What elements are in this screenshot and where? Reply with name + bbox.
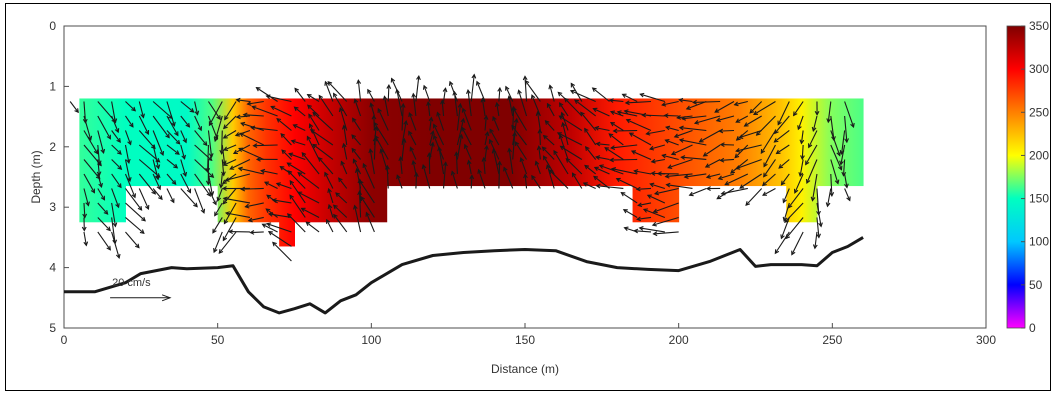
y-axis-label: Depth (m)	[29, 150, 43, 203]
x-tick-label: 250	[822, 333, 842, 347]
scale-arrow-label: 20 cm/s	[112, 277, 151, 289]
colorbar-tick-label: 300	[1029, 62, 1049, 76]
x-tick-label: 100	[361, 333, 381, 347]
x-tick-label: 150	[515, 333, 535, 347]
colorbar	[1007, 26, 1025, 328]
colorbar-tick-label: 150	[1029, 192, 1049, 206]
y-tick-label: 0	[49, 19, 56, 33]
y-tick-label: 3	[49, 200, 56, 214]
figure-frame: 20 cm/s 0 50 100 150 200 250 300 0 1 2 3 4 5 Distan…	[5, 3, 1051, 391]
heatmap-ensemble-block	[279, 98, 295, 246]
adcp-transect-chart: 20 cm/s 0 50 100 150 200 250 300 0 1 2 3 4 5 Distan…	[6, 4, 1050, 390]
y-tick-label: 4	[49, 261, 56, 275]
y-tick-label: 1	[49, 79, 56, 93]
heatmap-ensemble-block	[817, 98, 864, 186]
colorbar-tick-label: 250	[1029, 105, 1049, 119]
x-tick-label: 50	[211, 333, 225, 347]
colorbar-tick-label: 50	[1029, 278, 1043, 292]
x-axis-label: Distance (m)	[491, 362, 559, 376]
y-tick-label: 5	[49, 321, 56, 335]
x-tick-label: 0	[61, 333, 68, 347]
x-tick-label: 300	[976, 333, 996, 347]
y-tick-label: 2	[49, 140, 56, 154]
colorbar-tick-label: 200	[1029, 148, 1049, 162]
colorbar-tick-label: 0	[1029, 321, 1036, 335]
x-tick-label: 200	[669, 333, 689, 347]
colorbar-tick-label: 350	[1029, 19, 1049, 33]
colorbar-tick-label: 100	[1029, 235, 1049, 249]
heatmap-ensemble-block	[387, 98, 633, 186]
